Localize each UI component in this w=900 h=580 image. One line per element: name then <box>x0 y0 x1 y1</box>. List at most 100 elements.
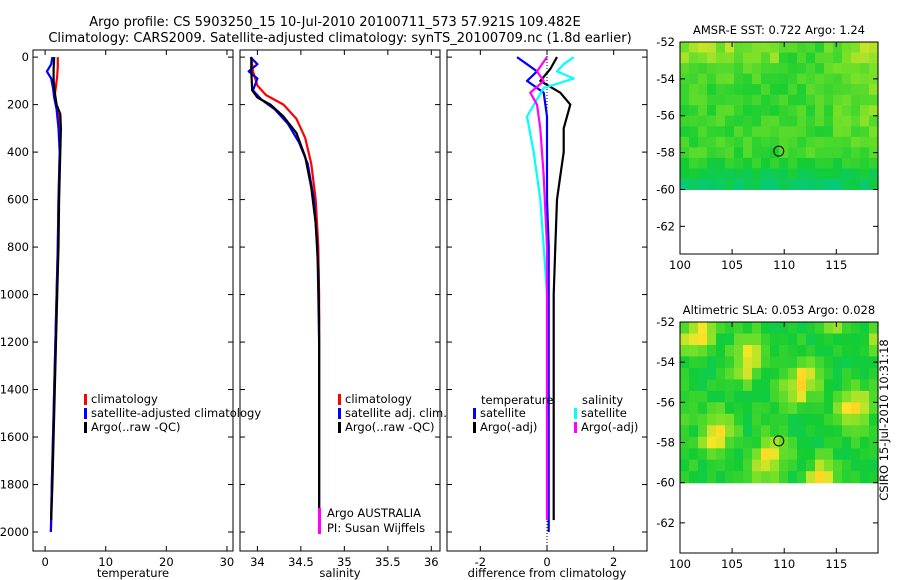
heatmap-cell <box>869 333 879 346</box>
heatmap-cell <box>761 345 771 358</box>
heatmap-cell <box>743 136 753 148</box>
heatmap-cell <box>788 157 798 169</box>
heatmap-cell <box>689 52 699 64</box>
heatmap-cell <box>725 168 735 180</box>
heatmap-cell <box>833 459 843 472</box>
heatmap-cell <box>725 136 735 148</box>
heatmap-cell <box>815 126 825 138</box>
legend-temperature-heading: temperature <box>481 393 553 407</box>
series-line-red <box>250 56 321 532</box>
heatmap-cell <box>842 471 852 484</box>
heatmap-cell <box>860 390 870 403</box>
heatmap-cell <box>707 157 717 169</box>
heatmap-cell <box>797 322 807 335</box>
heatmap-cell <box>851 73 861 85</box>
heatmap-cell <box>698 402 708 415</box>
heatmap-cell <box>689 126 699 138</box>
heatmap-cell <box>707 448 717 461</box>
heatmap-cell <box>743 52 753 64</box>
heatmap-cell <box>698 425 708 438</box>
heatmap-cell <box>761 168 771 180</box>
heatmap-cell <box>743 84 753 96</box>
heatmap-cell <box>707 105 717 117</box>
heatmap-cell <box>707 425 717 438</box>
heatmap-cell <box>716 178 726 190</box>
x-tick-label: 115 <box>825 557 847 571</box>
heatmap-cell <box>824 168 834 180</box>
heatmap-cell <box>734 402 744 415</box>
heatmap-cell <box>770 333 780 346</box>
heatmap-cell <box>788 402 798 415</box>
heatmap-cell <box>806 390 816 403</box>
heatmap-cell <box>842 136 852 148</box>
annotation-pi: PI: Susan Wijffels <box>327 521 425 535</box>
heatmap-cell <box>806 413 816 426</box>
heatmap-cell <box>779 367 789 380</box>
y-tick-label: -56 <box>656 395 675 409</box>
heatmap-cell <box>680 42 690 54</box>
series-line-blue <box>247 56 321 532</box>
heatmap-cell <box>689 345 699 358</box>
heatmap-cell <box>752 356 762 369</box>
y-tick-label: -56 <box>656 109 675 123</box>
heatmap-cell <box>680 168 690 180</box>
heatmap-cell <box>806 94 816 106</box>
heatmap-cell <box>797 84 807 96</box>
heatmap-cell <box>734 73 744 85</box>
heatmap-cell <box>779 115 789 127</box>
heatmap-cell <box>680 471 690 484</box>
heatmap-cell <box>680 84 690 96</box>
heatmap-cell <box>851 136 861 148</box>
heatmap-cell <box>770 367 780 380</box>
y-tick-label: 400 <box>7 145 29 159</box>
heatmap-cell <box>698 322 708 335</box>
heatmap-cell <box>716 147 726 159</box>
heatmap-cell <box>842 356 852 369</box>
heatmap-cell <box>770 147 780 159</box>
heatmap-cell <box>842 345 852 358</box>
heatmap-cell <box>761 333 771 346</box>
heatmap-cell <box>752 105 762 117</box>
heatmap-cell <box>752 136 762 148</box>
x-tick-label: 110 <box>773 557 795 571</box>
heatmap-cell <box>842 157 852 169</box>
heatmap-cell <box>860 73 870 85</box>
heatmap-cell <box>860 356 870 369</box>
heatmap-cell <box>797 367 807 380</box>
heatmap-cell <box>860 52 870 64</box>
heatmap-cell <box>779 459 789 472</box>
heatmap-cell <box>734 356 744 369</box>
heatmap-cell <box>779 425 789 438</box>
heatmap-cell <box>734 367 744 380</box>
heatmap-cell <box>770 425 780 438</box>
heatmap-cell <box>725 105 735 117</box>
heatmap-cell <box>860 42 870 54</box>
heatmap-cell <box>842 168 852 180</box>
heatmap-cell <box>752 126 762 138</box>
heatmap-cell <box>743 356 753 369</box>
heatmap-cell <box>788 115 798 127</box>
y-tick-label: -54 <box>656 72 675 86</box>
heatmap-cell <box>824 178 834 190</box>
heatmap-cell <box>779 379 789 392</box>
heatmap-cell <box>761 105 771 117</box>
heatmap-cell <box>743 322 753 335</box>
heatmap-cell <box>725 390 735 403</box>
heatmap-cell <box>689 390 699 403</box>
heatmap-cell <box>761 52 771 64</box>
heatmap-cell <box>824 73 834 85</box>
heatmap-cell <box>689 115 699 127</box>
heatmap-cell <box>698 356 708 369</box>
heatmap-cell <box>806 84 816 96</box>
heatmap-cell <box>806 147 816 159</box>
heatmap-cell <box>689 413 699 426</box>
heatmap-cell <box>860 425 870 438</box>
heatmap-cell <box>806 448 816 461</box>
heatmap-cell <box>824 147 834 159</box>
heatmap-cell <box>680 322 690 335</box>
heatmap-cell <box>725 94 735 106</box>
heatmap-cell <box>689 136 699 148</box>
y-tick-label: -52 <box>656 315 675 329</box>
argo-position-marker <box>773 435 785 447</box>
heatmap-cell <box>770 402 780 415</box>
